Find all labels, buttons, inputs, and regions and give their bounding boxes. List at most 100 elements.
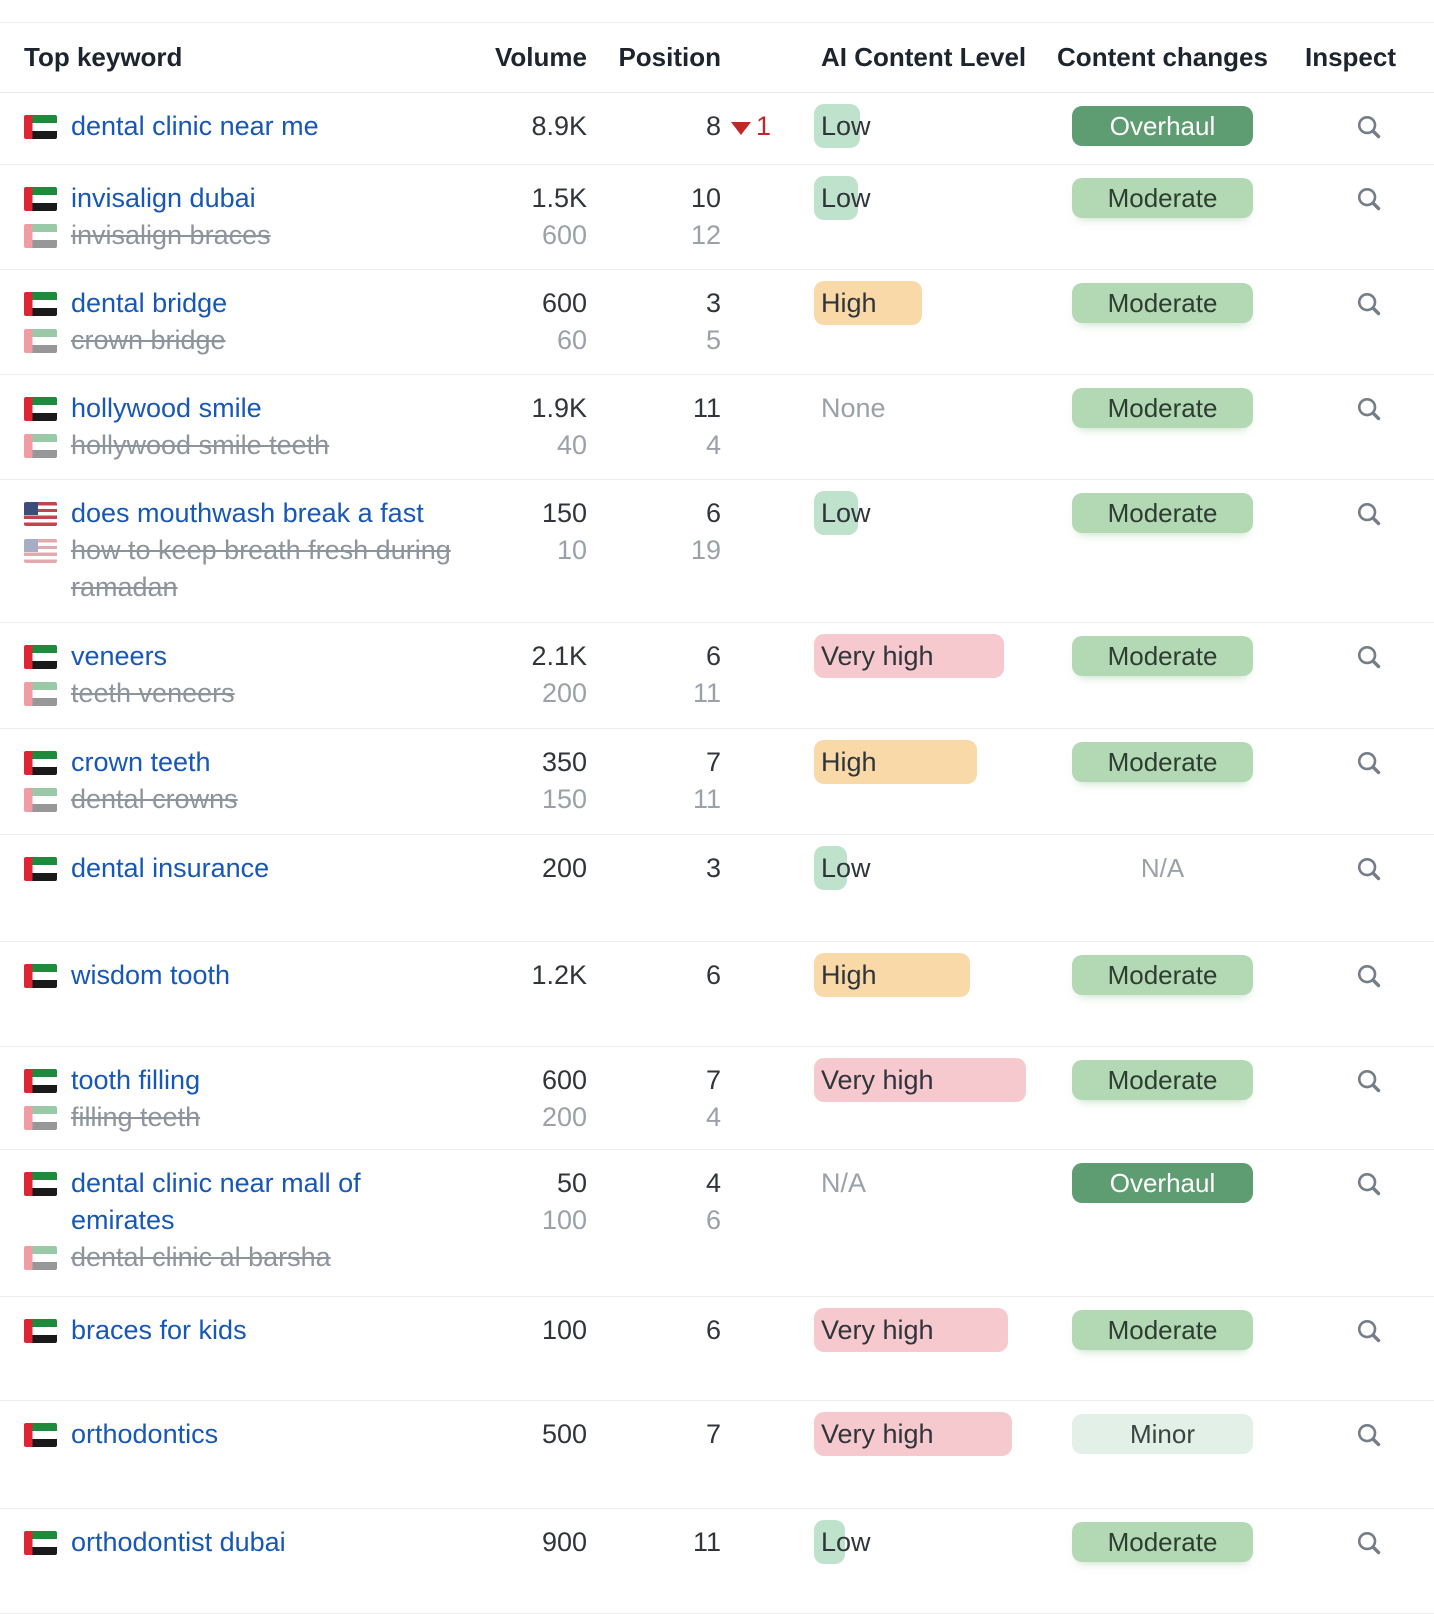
primary-keyword-entry: dental clinic near me bbox=[24, 108, 467, 145]
uae-flag-icon bbox=[24, 115, 57, 139]
position-cell: 11 bbox=[587, 1524, 721, 1561]
keyword-link[interactable]: tooth filling bbox=[71, 1065, 201, 1095]
position-value: 3 bbox=[705, 853, 721, 883]
inspect-button[interactable] bbox=[1354, 112, 1384, 149]
volume-value: 900 bbox=[541, 1527, 587, 1557]
ai-level-highlight bbox=[814, 176, 858, 220]
inspect-button[interactable] bbox=[1354, 1528, 1384, 1565]
table-row: invisalign dubai invisalign braces 1.5K … bbox=[0, 165, 1434, 270]
position-cell: 3 bbox=[587, 850, 721, 887]
magnifier-icon bbox=[1357, 645, 1381, 669]
uae-flag-icon bbox=[24, 292, 57, 316]
keyword-link[interactable]: dental clinic near mall of emirates bbox=[71, 1168, 361, 1235]
uae-flag-icon bbox=[24, 1246, 57, 1270]
secondary-volume-value: 200 bbox=[541, 1102, 587, 1132]
keyword-link[interactable]: does mouthwash break a fast bbox=[71, 498, 424, 528]
content-changes-badge: Moderate bbox=[1072, 388, 1253, 428]
content-changes-badge: Moderate bbox=[1072, 636, 1253, 676]
content-changes-cell: Moderate bbox=[1054, 493, 1271, 535]
inspect-button[interactable] bbox=[1354, 499, 1384, 536]
table-row: dental clinic near me 8.9K 8 1 Low bbox=[0, 93, 1434, 165]
table-row: hollywood smile hollywood smile teeth 1.… bbox=[0, 375, 1434, 480]
inspect-button[interactable] bbox=[1354, 854, 1384, 891]
inspect-button[interactable] bbox=[1354, 1420, 1384, 1457]
uae-flag-icon bbox=[24, 788, 57, 812]
content-changes-badge: Moderate bbox=[1072, 955, 1253, 995]
position-cell: 6 19 bbox=[587, 495, 721, 569]
position-cell: 6 11 bbox=[587, 638, 721, 712]
content-changes-badge: Overhaul bbox=[1072, 1163, 1253, 1203]
keyword-link[interactable]: braces for kids bbox=[71, 1315, 247, 1345]
ai-level-label: Low bbox=[821, 498, 871, 528]
uae-flag-icon bbox=[24, 224, 57, 248]
volume-value: 350 bbox=[541, 747, 587, 777]
content-changes-badge: Moderate bbox=[1072, 1060, 1253, 1100]
table-row: veneers teeth veneers 2.1K 200 6 11 Very… bbox=[0, 623, 1434, 729]
magnifier-icon bbox=[1357, 964, 1381, 988]
ai-level-highlight bbox=[814, 1412, 1012, 1456]
volume-cell: 200 bbox=[467, 850, 587, 887]
header-position: Position bbox=[618, 42, 721, 72]
magnifier-icon bbox=[1357, 115, 1381, 139]
table-row: dental bridge crown bridge 600 60 3 5 Hi… bbox=[0, 270, 1434, 375]
keyword-link[interactable]: crown teeth bbox=[71, 747, 211, 777]
position-value: 4 bbox=[705, 1168, 721, 1198]
ai-level-highlight bbox=[814, 104, 860, 148]
inspect-cell bbox=[1271, 1524, 1410, 1565]
inspect-cell bbox=[1271, 1165, 1410, 1206]
header-content-changes: Content changes bbox=[1057, 42, 1268, 72]
ai-content-level-cell: High bbox=[721, 740, 1054, 784]
volume-cell: 100 bbox=[467, 1312, 587, 1349]
volume-cell: 150 10 bbox=[467, 495, 587, 569]
table-header: Top keyword Volume Position AI Content L… bbox=[0, 23, 1434, 93]
inspect-button[interactable] bbox=[1354, 1169, 1384, 1206]
ai-content-level-cell: High bbox=[721, 953, 1054, 997]
content-changes-cell: Moderate bbox=[1054, 742, 1271, 784]
keyword-link[interactable]: orthodontics bbox=[71, 1419, 219, 1449]
keyword-link[interactable]: dental clinic near me bbox=[71, 111, 319, 141]
volume-value: 600 bbox=[541, 1065, 587, 1095]
inspect-button[interactable] bbox=[1354, 1316, 1384, 1353]
primary-keyword-entry: dental bridge bbox=[24, 285, 467, 322]
keyword-link[interactable]: veneers bbox=[71, 641, 168, 671]
position-cell: 6 bbox=[587, 1312, 721, 1349]
header-volume: Volume bbox=[495, 42, 587, 72]
keyword-link[interactable]: wisdom tooth bbox=[71, 960, 231, 990]
secondary-keyword-label: teeth veneers bbox=[71, 678, 235, 708]
keyword-link[interactable]: orthodontist dubai bbox=[71, 1527, 286, 1557]
position-cell: 7 11 bbox=[587, 744, 721, 818]
keyword-link[interactable]: dental insurance bbox=[71, 853, 270, 883]
inspect-button[interactable] bbox=[1354, 961, 1384, 998]
primary-keyword-entry: braces for kids bbox=[24, 1312, 467, 1349]
inspect-button[interactable] bbox=[1354, 642, 1384, 679]
uae-flag-icon bbox=[24, 1319, 57, 1343]
content-changes-badge: Moderate bbox=[1072, 493, 1253, 533]
magnifier-icon bbox=[1357, 1423, 1381, 1447]
secondary-position-value: 19 bbox=[690, 535, 721, 565]
content-changes-badge: Moderate bbox=[1072, 283, 1253, 323]
inspect-button[interactable] bbox=[1354, 1066, 1384, 1103]
primary-keyword-entry: orthodontist dubai bbox=[24, 1524, 467, 1561]
primary-keyword-entry: hollywood smile bbox=[24, 390, 467, 427]
content-changes-badge: Minor bbox=[1072, 1414, 1253, 1454]
secondary-volume-value: 100 bbox=[541, 1205, 587, 1235]
inspect-button[interactable] bbox=[1354, 748, 1384, 785]
primary-keyword-entry: wisdom tooth bbox=[24, 957, 467, 994]
keyword-link[interactable]: hollywood smile bbox=[71, 393, 262, 423]
ai-level-label: Low bbox=[821, 183, 871, 213]
ai-content-level-cell: Low bbox=[721, 176, 1054, 220]
inspect-cell bbox=[1271, 957, 1410, 998]
volume-cell: 8.9K bbox=[467, 108, 587, 145]
table-row: crown teeth dental crowns 350 150 7 11 H… bbox=[0, 729, 1434, 835]
keyword-link[interactable]: dental bridge bbox=[71, 288, 228, 318]
secondary-keyword-entry: crown bridge bbox=[24, 322, 467, 359]
primary-keyword-entry: dental insurance bbox=[24, 850, 467, 887]
magnifier-icon bbox=[1357, 857, 1381, 881]
secondary-keyword-label: how to keep breath fresh during ramadan bbox=[71, 535, 451, 602]
inspect-button[interactable] bbox=[1354, 289, 1384, 326]
keyword-link[interactable]: invisalign dubai bbox=[71, 183, 256, 213]
inspect-button[interactable] bbox=[1354, 394, 1384, 431]
usa-flag-icon bbox=[24, 539, 57, 563]
volume-cell: 2.1K 200 bbox=[467, 638, 587, 712]
inspect-button[interactable] bbox=[1354, 184, 1384, 221]
